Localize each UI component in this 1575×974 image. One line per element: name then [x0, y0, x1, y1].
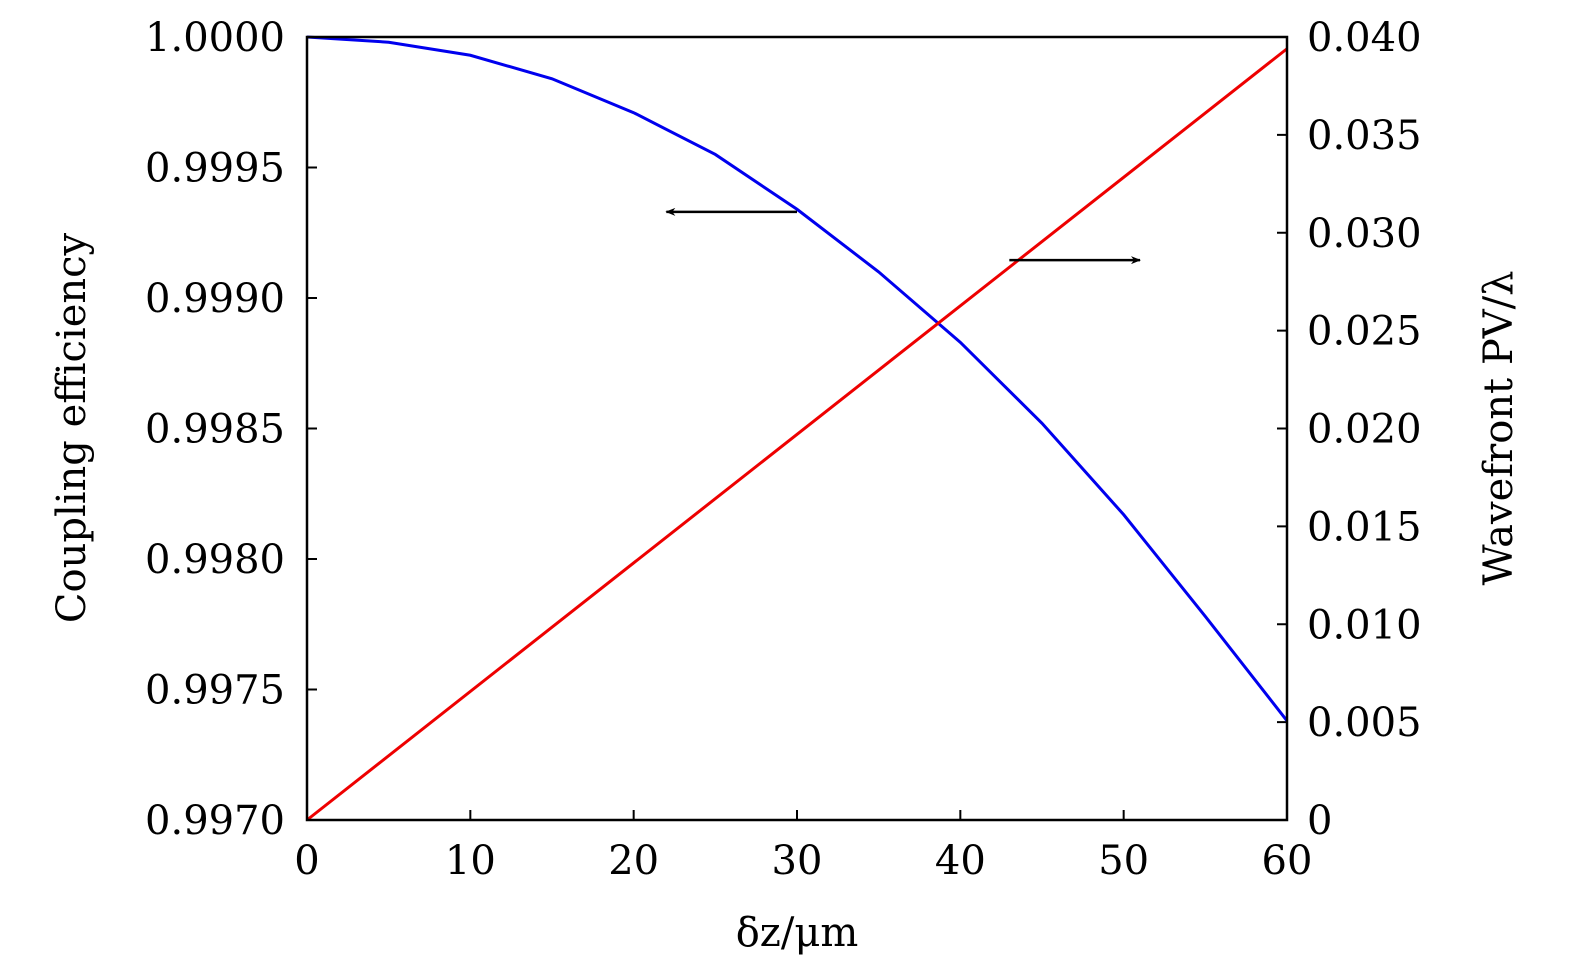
y-tick-label: 0.9980 — [145, 537, 285, 583]
y2-tick-label: 0.010 — [1307, 602, 1422, 648]
y2-tick-label: 0.015 — [1307, 504, 1422, 550]
x-tick-label: 30 — [772, 838, 823, 884]
x-tick-label: 50 — [1098, 838, 1149, 884]
y2-tick-label: 0.025 — [1307, 309, 1422, 355]
series-line-wavefront-pv — [306, 47, 1288, 822]
x-tick-label: 60 — [1262, 838, 1313, 884]
series-line-coupling-efficiency — [306, 35, 1289, 722]
x-tick-label: 20 — [608, 838, 659, 884]
y-tick-label: 0.9975 — [145, 668, 285, 714]
y2-tick-label: 0 — [1307, 798, 1332, 844]
y-tick-label: 0.9985 — [145, 407, 285, 453]
y2-tick-label: 0.005 — [1307, 700, 1422, 746]
y-tick-label: 0.9990 — [145, 276, 285, 322]
y2-tick-label: 0.040 — [1307, 15, 1422, 61]
y2-tick-label: 0.030 — [1307, 211, 1422, 257]
y-tick-label: 1.0000 — [145, 15, 285, 61]
y2-tick-label: 0.020 — [1307, 407, 1422, 453]
x-tick-label: 40 — [935, 838, 986, 884]
plot-frame — [305, 35, 1289, 822]
x-tick-label: 10 — [445, 838, 496, 884]
y2-tick-label: 0.035 — [1307, 113, 1422, 159]
x-axis-label: δz/μm — [736, 910, 859, 956]
y-axis-label: Coupling efficiency — [49, 232, 95, 623]
x-tick-label: 0 — [294, 838, 319, 884]
y-tick-label: 0.9970 — [145, 798, 285, 844]
y-tick-label: 0.9995 — [145, 146, 285, 192]
y2-axis-label: Wavefront PV/λ — [1476, 271, 1522, 586]
